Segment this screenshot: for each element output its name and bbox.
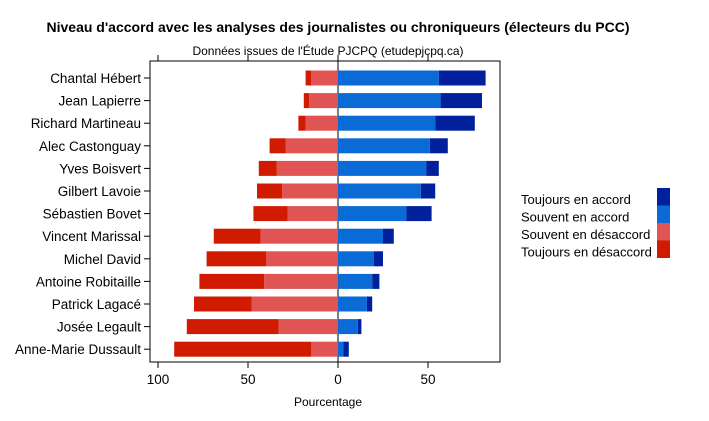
bar-toujours-en-accord-vincent-marissal (383, 228, 394, 244)
category-label-patrick-lagace: Patrick Lagacé (52, 297, 141, 312)
bar-toujours-en-desaccord-alec-castonguay (269, 138, 286, 154)
category-label-jean-lapierre: Jean Lapierre (58, 94, 141, 109)
bar-toujours-en-desaccord-michel-david (206, 251, 266, 267)
bar-toujours-en-accord-alec-castonguay (429, 138, 448, 154)
bar-souvent-en-desaccord-jean-lapierre (309, 93, 338, 109)
x-tick-label-3: 50 (420, 372, 435, 387)
bar-toujours-en-desaccord-jean-lapierre (303, 93, 310, 109)
chart-subtitle: Données issues de l'Étude PJCPQ (etudepj… (192, 43, 463, 58)
bar-souvent-en-desaccord-vincent-marissal (260, 228, 338, 244)
category-label-richard-martineau: Richard Martineau (31, 116, 141, 131)
category-label-michel-david: Michel David (64, 252, 141, 267)
bar-souvent-en-desaccord-josee-legault (278, 319, 338, 335)
bar-toujours-en-accord-patrick-lagace (366, 296, 373, 312)
bar-souvent-en-accord-yves-boisvert (338, 160, 427, 176)
x-tick-label-1: 50 (240, 372, 255, 387)
bar-souvent-en-desaccord-richard-martineau (305, 115, 338, 131)
bar-toujours-en-accord-josee-legault (357, 319, 362, 335)
bar-toujours-en-desaccord-patrick-lagace (194, 296, 252, 312)
category-label-antoine-robitaille: Antoine Robitaille (36, 274, 141, 289)
bar-toujours-en-desaccord-josee-legault (186, 319, 279, 335)
category-label-anne-marie-dussault: Anne-Marie Dussault (15, 342, 141, 357)
bar-souvent-en-desaccord-patrick-lagace (251, 296, 338, 312)
bar-toujours-en-accord-chantal-hebert (438, 70, 486, 86)
bar-souvent-en-desaccord-gilbert-lavoie (282, 183, 338, 199)
bar-souvent-en-accord-richard-martineau (338, 115, 436, 131)
bar-souvent-en-accord-patrick-lagace (338, 296, 367, 312)
category-label-sebastien-bovet: Sébastien Bovet (43, 207, 142, 222)
bar-toujours-en-desaccord-yves-boisvert (258, 160, 277, 176)
bar-toujours-en-accord-anne-marie-dussault (343, 341, 349, 357)
bar-toujours-en-desaccord-sebastien-bovet (253, 206, 288, 222)
bar-souvent-en-accord-jean-lapierre (338, 93, 441, 109)
legend: Toujours en accord Souvent en accord Souve… (521, 188, 670, 260)
bar-souvent-en-desaccord-chantal-hebert (311, 70, 338, 86)
bar-toujours-en-desaccord-anne-marie-dussault (174, 341, 311, 357)
bar-toujours-en-desaccord-chantal-hebert (305, 70, 311, 86)
bar-souvent-en-accord-sebastien-bovet (338, 206, 407, 222)
bars-layer (174, 70, 486, 357)
bar-souvent-en-accord-antoine-robitaille (338, 273, 373, 289)
category-label-alec-castonguay: Alec Castonguay (39, 139, 141, 154)
legend-swatch-toujours-en-accord (657, 188, 670, 206)
legend-label-souvent-en-desaccord: Souvent en désaccord (521, 227, 650, 242)
bar-souvent-en-accord-vincent-marissal (338, 228, 383, 244)
bar-toujours-en-accord-jean-lapierre (440, 93, 482, 109)
bar-souvent-en-desaccord-sebastien-bovet (287, 206, 338, 222)
category-label-josee-legault: Josée Legault (57, 320, 141, 335)
bar-toujours-en-desaccord-gilbert-lavoie (257, 183, 283, 199)
bar-souvent-en-desaccord-alec-castonguay (285, 138, 338, 154)
plot-frame (149, 60, 501, 363)
x-axis-label: Pourcentage (294, 395, 362, 409)
bar-toujours-en-desaccord-antoine-robitaille (199, 273, 265, 289)
bar-souvent-en-accord-gilbert-lavoie (338, 183, 421, 199)
bar-toujours-en-accord-sebastien-bovet (406, 206, 432, 222)
legend-swatch-toujours-en-desaccord (657, 240, 670, 258)
bar-souvent-en-accord-michel-david (338, 251, 374, 267)
x-axis-ticks: 100 50 0 50 (147, 55, 436, 387)
category-label-vincent-marissal: Vincent Marissal (42, 229, 141, 244)
bar-souvent-en-desaccord-yves-boisvert (276, 160, 338, 176)
legend-label-souvent-en-accord: Souvent en accord (521, 210, 629, 225)
bar-toujours-en-desaccord-richard-martineau (298, 115, 306, 131)
bar-souvent-en-accord-chantal-hebert (338, 70, 439, 86)
legend-label-toujours-en-accord: Toujours en accord (521, 192, 631, 207)
category-label-yves-boisvert: Yves Boisvert (59, 161, 141, 176)
bar-souvent-en-desaccord-anne-marie-dussault (311, 341, 338, 357)
bar-toujours-en-desaccord-vincent-marissal (213, 228, 261, 244)
bar-toujours-en-accord-gilbert-lavoie (420, 183, 436, 199)
bar-souvent-en-accord-josee-legault (338, 319, 358, 335)
bar-toujours-en-accord-antoine-robitaille (372, 273, 380, 289)
x-tick-label-0: 100 (147, 372, 170, 387)
category-labels: Chantal Hébert Jean Lapierre Richard Marti… (15, 71, 150, 357)
bar-toujours-en-accord-richard-martineau (435, 115, 475, 131)
bar-souvent-en-accord-alec-castonguay (338, 138, 430, 154)
bar-toujours-en-accord-michel-david (374, 251, 383, 267)
category-label-chantal-hebert: Chantal Hébert (50, 71, 141, 86)
chart-title: Niveau d'accord avec les analyses des jo… (47, 19, 630, 35)
legend-swatch-souvent-en-desaccord (657, 223, 670, 241)
bar-toujours-en-accord-yves-boisvert (426, 160, 439, 176)
bar-souvent-en-desaccord-antoine-robitaille (264, 273, 338, 289)
legend-swatch-souvent-en-accord (657, 205, 670, 223)
bar-souvent-en-desaccord-michel-david (266, 251, 338, 267)
legend-label-toujours-en-desaccord: Toujours en désaccord (521, 245, 652, 260)
bar-souvent-en-accord-anne-marie-dussault (338, 341, 344, 357)
x-tick-label-2: 0 (334, 372, 342, 387)
category-label-gilbert-lavoie: Gilbert Lavoie (58, 184, 141, 199)
